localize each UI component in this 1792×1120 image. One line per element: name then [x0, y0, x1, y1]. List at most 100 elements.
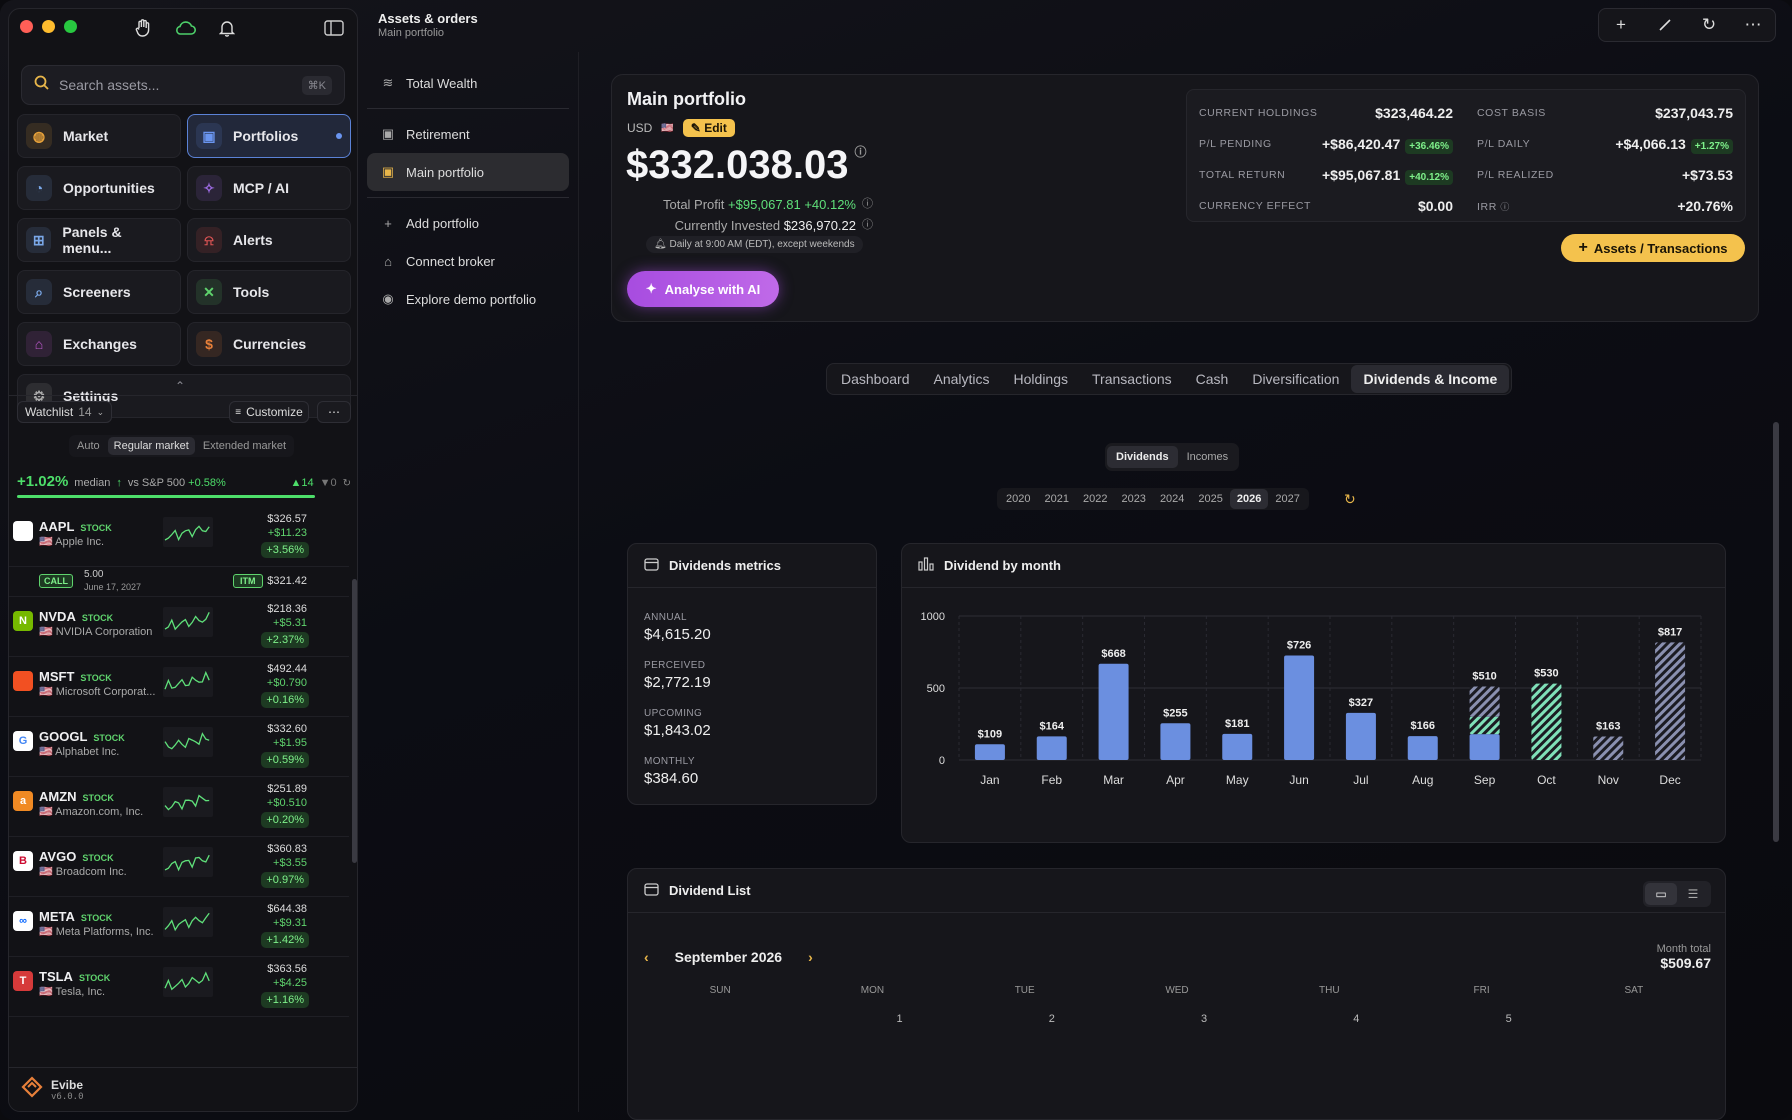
calendar-day[interactable]: 1 — [896, 1013, 903, 1025]
collapse-nav-icon[interactable]: ⌃ — [175, 379, 186, 393]
refresh-icon[interactable]: ↻ — [1701, 15, 1717, 34]
year-option[interactable]: 2022 — [1082, 493, 1108, 505]
year-option[interactable]: 2026 — [1229, 489, 1269, 509]
sidebar-toggle-icon[interactable] — [324, 20, 344, 41]
subtab-dividends[interactable]: Dividends — [1107, 446, 1178, 468]
bar-may-received[interactable] — [1222, 733, 1253, 760]
tab-analytics[interactable]: Analytics — [933, 371, 990, 387]
market-mode-option[interactable]: Regular market — [107, 437, 195, 455]
main-scrollbar[interactable] — [1773, 422, 1779, 842]
market-mode-option[interactable]: Auto — [77, 440, 100, 452]
list-view-icon[interactable]: ☰ — [1687, 887, 1699, 901]
watchlist-row-aapl[interactable]: AAPL STOCK 🇺🇸 Apple Inc. $326.57 +$11.23 +3.5… — [9, 507, 349, 567]
nav-mcp-ai[interactable]: ✧ MCP / AI — [187, 166, 351, 210]
bar-jul-received[interactable] — [1345, 712, 1376, 760]
year-option[interactable]: 2023 — [1121, 493, 1146, 505]
customize-button[interactable]: ≡ Customize — [229, 401, 309, 423]
portfolio-item-retirement[interactable]: ▣ Retirement — [367, 115, 569, 153]
nav-currencies[interactable]: $ Currencies — [187, 322, 351, 366]
watchlist-more-button[interactable]: ⋯ — [317, 401, 351, 423]
watchlist-selector[interactable]: Watchlist 14 ⌄ — [17, 401, 113, 423]
minimize-window-button[interactable] — [42, 20, 55, 33]
bell-icon[interactable] — [216, 17, 238, 39]
bar-sep-upcoming-confirmed-[interactable] — [1469, 716, 1500, 735]
bar-nov-upcoming-estimated-[interactable] — [1593, 736, 1624, 760]
nav-panels-menu[interactable]: ⊞ Panels & menu... — [17, 218, 181, 262]
action-explore-demo-portfolio[interactable]: ◉ Explore demo portfolio — [367, 280, 569, 318]
portfolio-item-total-wealth[interactable]: ≋ Total Wealth — [367, 64, 569, 102]
refresh-icon[interactable]: ↻ — [1344, 491, 1356, 507]
chevron-left-icon[interactable]: ‹ — [644, 949, 649, 965]
analyse-ai-button[interactable]: ✦ Analyse with AI — [627, 271, 779, 307]
nav-tools[interactable]: ✕ Tools — [187, 270, 351, 314]
year-option[interactable]: 2025 — [1198, 493, 1223, 505]
bar-value-label: $327 — [1349, 697, 1373, 709]
info-icon[interactable]: ⓘ — [862, 198, 873, 210]
refresh-icon[interactable]: ↻ — [342, 478, 351, 489]
hand-icon[interactable] — [132, 17, 154, 39]
chevron-right-icon[interactable]: › — [808, 949, 813, 965]
portfolio-item-main-portfolio[interactable]: ▣ Main portfolio — [367, 153, 569, 191]
year-option[interactable]: 2027 — [1275, 493, 1300, 505]
info-icon[interactable]: ⓘ — [854, 145, 867, 159]
tab-diversification[interactable]: Diversification — [1252, 371, 1340, 387]
calendar-view-icon[interactable]: ▭ — [1645, 883, 1677, 905]
zoom-window-button[interactable] — [64, 20, 77, 33]
watchlist-row-msft[interactable]: MSFT STOCK 🇺🇸 Microsoft Corporat... $492.44… — [9, 657, 349, 717]
watchlist-row-meta[interactable]: ∞ META STOCK 🇺🇸 Meta Platforms, Inc. $644.38… — [9, 897, 349, 957]
year-option[interactable]: 2024 — [1159, 493, 1185, 505]
bar-sep-upcoming-estimated-[interactable] — [1469, 686, 1500, 717]
bar-jun-received[interactable] — [1284, 655, 1315, 760]
calendar-day[interactable]: 5 — [1505, 1013, 1512, 1025]
nav-alerts[interactable]: ⍾ Alerts — [187, 218, 351, 262]
cloud-icon[interactable] — [174, 17, 196, 39]
year-option[interactable]: 2020 — [1006, 493, 1031, 505]
close-window-button[interactable] — [20, 20, 33, 33]
nav-screeners[interactable]: ⌕ Screeners — [17, 270, 181, 314]
bar-jan-received[interactable] — [974, 744, 1005, 760]
market-mode-option[interactable]: Extended market — [202, 440, 286, 452]
info-icon[interactable]: ⓘ — [1500, 202, 1511, 212]
year-option[interactable]: 2021 — [1044, 493, 1069, 505]
bar-mar-received[interactable] — [1098, 663, 1129, 760]
nav-opportunities[interactable]: ◔ Opportunities — [17, 166, 181, 210]
current-holdings-value: $323,464.22 — [1375, 105, 1453, 121]
action-add-portfolio[interactable]: + Add portfolio — [367, 204, 569, 242]
watchlist-scrollbar[interactable] — [352, 579, 357, 863]
bar-aug-received[interactable] — [1407, 736, 1438, 760]
tab-holdings[interactable]: Holdings — [1013, 371, 1069, 387]
assets-transactions-button[interactable]: + Assets / Transactions — [1561, 234, 1745, 262]
info-icon[interactable]: ⓘ — [862, 219, 873, 231]
action-connect-broker[interactable]: ⌂ Connect broker — [367, 242, 569, 280]
pencil-icon[interactable] — [1643, 18, 1687, 32]
tab-cash[interactable]: Cash — [1195, 371, 1229, 387]
tab-transactions[interactable]: Transactions — [1092, 371, 1172, 387]
company-name: 🇺🇸 Tesla, Inc. — [39, 986, 106, 998]
watchlist-row-tsla[interactable]: T TSLA STOCK 🇺🇸 Tesla, Inc. $363.56 +$4.25 +1.… — [9, 957, 349, 1017]
tab-dashboard[interactable]: Dashboard — [841, 371, 910, 387]
plus-icon[interactable]: + — [1616, 15, 1626, 34]
subtab-incomes[interactable]: Incomes — [1186, 451, 1229, 463]
nav-market[interactable]: ◍ Market — [17, 114, 181, 158]
edit-button[interactable]: ✎ Edit — [682, 119, 735, 137]
nav-exchanges[interactable]: ⌂ Exchanges — [17, 322, 181, 366]
bar-apr-received[interactable] — [1160, 723, 1191, 760]
option-row[interactable]: CALL 5.00 June 17, 2027 ITM $321.42 — [9, 567, 349, 597]
view-toggle: ▭ ☰ — [1643, 881, 1711, 907]
calendar-day[interactable]: 2 — [1048, 1013, 1055, 1025]
bar-dec-upcoming-estimated-[interactable] — [1655, 642, 1686, 760]
tab-dividends-income[interactable]: Dividends & Income — [1351, 365, 1510, 393]
search-input[interactable] — [59, 77, 292, 93]
calendar-day[interactable]: 3 — [1201, 1013, 1208, 1025]
watchlist-row-avgo[interactable]: B AVGO STOCK 🇺🇸 Broadcom Inc. $360.83 +$3.55 +… — [9, 837, 349, 897]
calendar-day[interactable]: 4 — [1353, 1013, 1360, 1025]
nav-portfolios[interactable]: ▣ Portfolios — [187, 114, 351, 158]
bar-oct-upcoming-confirmed-[interactable] — [1531, 683, 1562, 760]
watchlist-row-amzn[interactable]: a AMZN STOCK 🇺🇸 Amazon.com, Inc. $251.89 +$0.… — [9, 777, 349, 837]
watchlist-row-nvda[interactable]: N NVDA STOCK 🇺🇸 NVIDIA Corporation $218.36 +$… — [9, 597, 349, 657]
bar-sep-received[interactable] — [1469, 734, 1500, 760]
watchlist-row-googl[interactable]: G GOOGL STOCK 🇺🇸 Alphabet Inc. $332.60 +$1.95… — [9, 717, 349, 777]
bar-feb-received[interactable] — [1036, 736, 1067, 760]
search-bar[interactable]: ⌘K — [21, 65, 345, 105]
more-icon[interactable]: ⋯ — [1744, 15, 1762, 34]
